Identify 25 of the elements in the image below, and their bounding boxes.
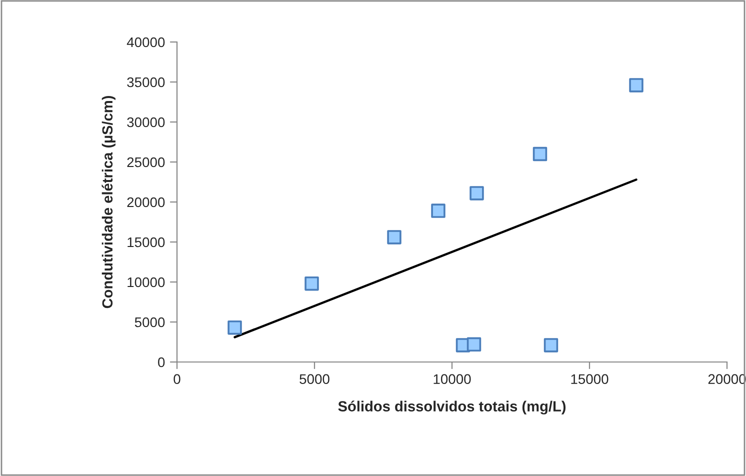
x-tick-label: 0 <box>174 374 180 384</box>
y-tick-label: 30000 <box>127 117 165 128</box>
y-tick-label: 35000 <box>127 77 165 88</box>
y-tick-label: 10000 <box>128 277 165 288</box>
point <box>544 338 558 352</box>
point <box>532 146 548 162</box>
x-tick-label: 5000 <box>300 374 330 384</box>
y-axis-title: Condutividade elétrica (µS/cm) <box>102 96 116 308</box>
point <box>387 230 402 244</box>
point <box>228 320 242 335</box>
x-axis-title: Sólidos dissolvidos totais (mg/L) <box>338 400 566 414</box>
point <box>470 186 484 200</box>
y-tick-label: 25000 <box>127 157 165 168</box>
point <box>304 276 319 291</box>
point <box>629 78 644 92</box>
point <box>431 204 446 218</box>
point <box>466 337 482 352</box>
y-tick-label: 5000 <box>134 317 165 328</box>
y-tick-label: 15000 <box>128 237 165 248</box>
y-tick-label: 40000 <box>126 37 165 48</box>
x-tick-label: 10000 <box>434 374 471 384</box>
y-tick-label: 20000 <box>127 197 165 208</box>
x-tick-label: 15000 <box>571 374 608 384</box>
x-tick-label: 20000 <box>708 374 746 384</box>
y-tick-label: 0 <box>158 357 165 368</box>
